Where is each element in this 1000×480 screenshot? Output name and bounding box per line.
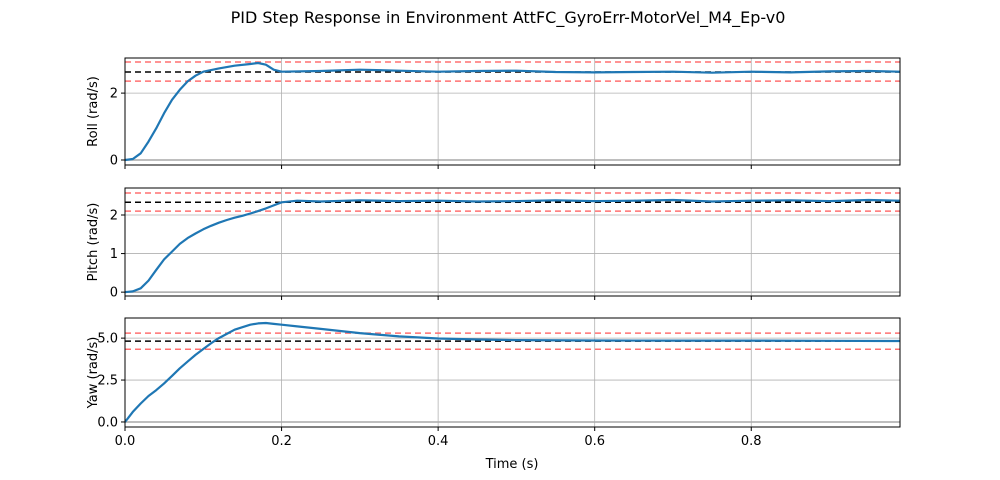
plot-area [125,61,900,162]
x-tick-label: 0.4 [428,434,449,449]
x-tick-label: 0.2 [271,434,292,449]
plot-area [125,321,900,423]
y-axis-label: Pitch (rad/s) [86,203,101,282]
y-tick-label: 1 [110,247,118,262]
y-tick-label: 2.5 [97,374,118,389]
x-tick-label: 0.0 [115,434,136,449]
x-tick-label: 0.6 [584,434,605,449]
axes-frame [124,57,901,166]
y-tick-label: 2 [110,87,118,102]
y-tick-label: 5.0 [97,332,118,347]
response-line [125,321,900,423]
response-line [125,198,900,294]
y-axis-label: Roll (rad/s) [86,76,101,147]
subplot-1: 0 2 Roll (rad/s) [86,57,901,169]
response-line [125,61,900,162]
subplot-3: 0.0 2.5 5.0 0.0 0.2 0.4 0.6 0.8 Yaw (rad/s) [86,317,901,449]
subplot-2: 0 1 2 Pitch (rad/s) [86,187,901,301]
axes-frame [124,317,901,428]
y-tick-label: 0 [110,286,118,301]
chart-title: PID Step Response in Environment AttFC_G… [231,8,786,28]
y-tick-label: 0 [110,153,118,168]
axes-frame [124,187,901,297]
y-tick-label: 2 [110,209,118,224]
y-tick-label: 0.0 [97,415,118,430]
x-tick-label: 0.8 [741,434,762,449]
y-axis-label: Yaw (rad/s) [86,337,101,410]
plot-area [125,192,900,294]
x-axis-label: Time (s) [485,457,539,472]
